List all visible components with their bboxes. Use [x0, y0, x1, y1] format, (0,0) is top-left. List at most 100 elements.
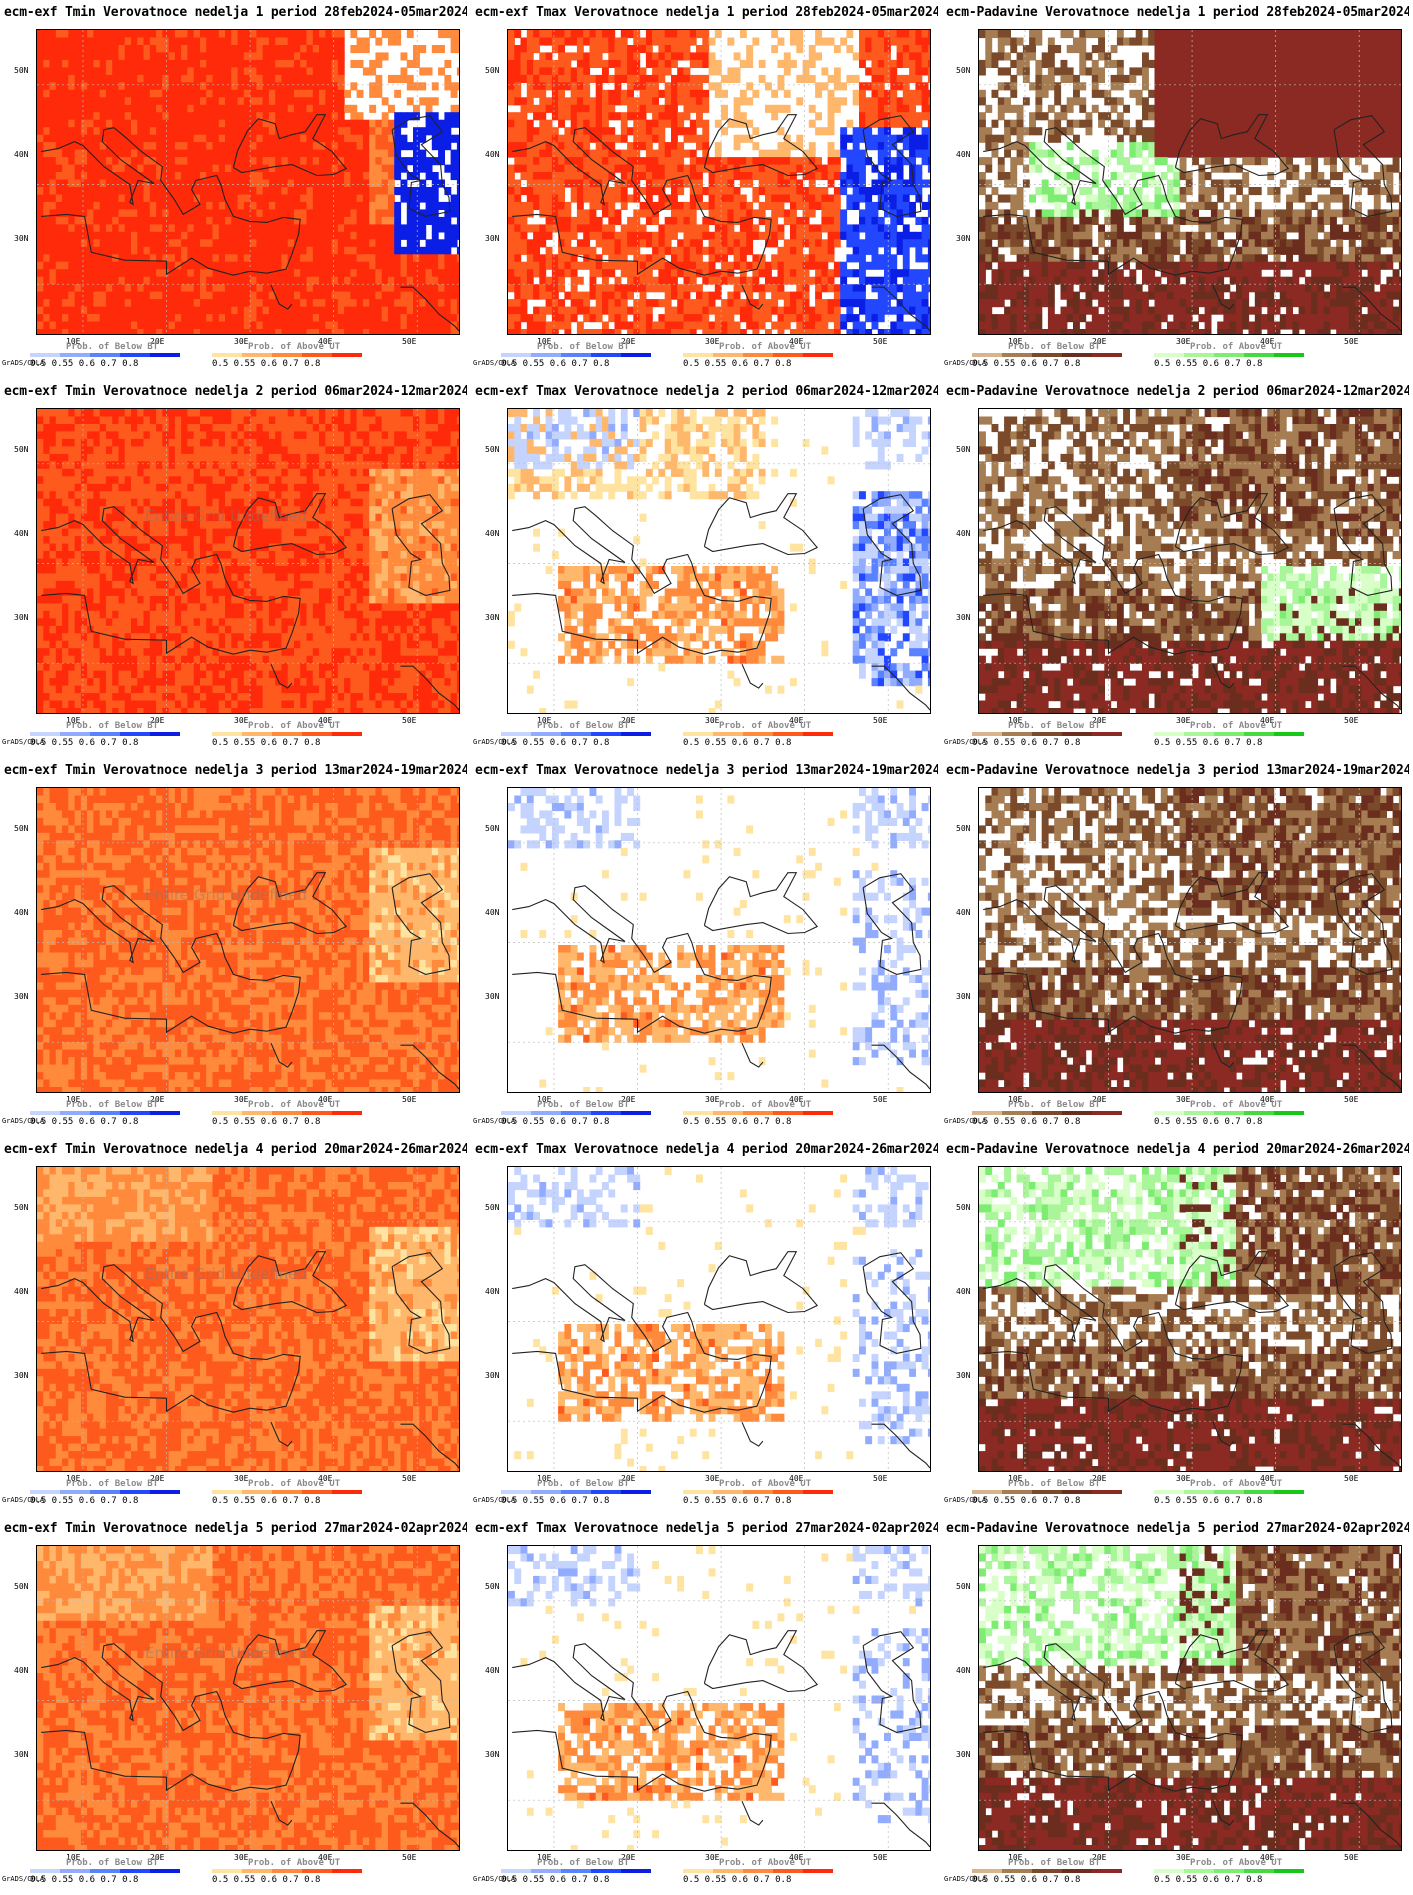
probability-cell [394, 187, 402, 196]
probability-cell [331, 291, 339, 300]
probability-cell [105, 321, 113, 330]
probability-cell [406, 246, 414, 255]
probability-cell [840, 291, 848, 300]
probability-cell [520, 45, 528, 54]
probability-cell [444, 119, 452, 128]
probability-cell [218, 82, 226, 91]
probability-cell [576, 172, 584, 181]
probability-cell [181, 74, 188, 83]
probability-cell [783, 67, 791, 76]
probability-cell [375, 194, 383, 203]
probability-cell [388, 291, 395, 300]
probability-cell [193, 97, 201, 106]
probability-cell [808, 104, 816, 113]
probability-cell [49, 97, 57, 106]
probability-cell [105, 187, 113, 196]
probability-cell [765, 269, 772, 278]
probability-cell [356, 284, 364, 293]
probability-cell [652, 284, 659, 293]
probability-cell [827, 269, 835, 278]
probability-cell [608, 209, 616, 218]
probability-cell [287, 59, 295, 68]
probability-cell [608, 314, 616, 323]
probability-cell [1135, 37, 1143, 46]
probability-cell [256, 164, 264, 173]
probability-cell [218, 172, 226, 181]
probability-cell [752, 164, 760, 173]
probability-cell [702, 231, 710, 240]
probability-cell [131, 201, 138, 210]
probability-cell [450, 164, 458, 173]
probability-cell [746, 52, 754, 61]
probability-cell [287, 82, 295, 91]
probability-cell [927, 194, 930, 203]
probability-cell [281, 97, 289, 106]
probability-cell [55, 164, 63, 173]
probability-cell [118, 89, 126, 98]
probability-cell [545, 276, 553, 285]
probability-cell [859, 134, 866, 143]
probability-cell [450, 314, 458, 323]
probability-cell [859, 224, 866, 233]
probability-cell [143, 97, 151, 106]
probability-cell [49, 74, 57, 83]
probability-cell [808, 276, 816, 285]
probability-cell [287, 149, 295, 158]
probability-cell [859, 306, 866, 315]
probability-cell [325, 321, 333, 330]
probability-cell [68, 119, 76, 128]
probability-cell [890, 209, 898, 218]
probability-cell [49, 224, 57, 233]
coastline [41, 127, 301, 276]
probability-cell [689, 201, 697, 210]
probability-cell [268, 239, 276, 248]
probability-cell [456, 216, 459, 225]
probability-cell [896, 52, 904, 61]
probability-cell [771, 254, 779, 263]
probability-cell [55, 209, 63, 218]
probability-cell [381, 329, 389, 334]
probability-cell [105, 59, 113, 68]
probability-cell [181, 254, 188, 263]
probability-cell [1167, 30, 1174, 39]
probability-cell [727, 37, 735, 46]
probability-cell [287, 30, 295, 39]
probability-cell [212, 269, 220, 278]
probability-cell [225, 216, 232, 225]
probability-cell [1229, 45, 1237, 54]
probability-cell [564, 172, 572, 181]
probability-cell [846, 239, 854, 248]
probability-cell [131, 119, 138, 128]
probability-cell [570, 224, 578, 233]
probability-cell [49, 314, 57, 323]
probability-cell [915, 269, 923, 278]
probability-cell [683, 314, 691, 323]
probability-cell [99, 254, 107, 263]
probability-cell [80, 276, 88, 285]
probability-cell [319, 164, 326, 173]
probability-cell [450, 261, 458, 270]
probability-cell [683, 231, 691, 240]
probability-cell [871, 45, 879, 54]
probability-cell [545, 149, 553, 158]
probability-cell [877, 104, 885, 113]
probability-cell [200, 45, 207, 54]
probability-cell [400, 261, 408, 270]
probability-cell [783, 134, 791, 143]
probability-cell [545, 172, 553, 181]
probability-cell [225, 254, 232, 263]
probability-cell [124, 112, 132, 121]
probability-cell [143, 194, 151, 203]
probability-cell [174, 187, 182, 196]
probability-cell [683, 112, 691, 121]
probability-cell [237, 254, 245, 263]
probability-cell [526, 269, 534, 278]
probability-cell [262, 104, 270, 113]
probability-cell [714, 209, 722, 218]
probability-cell [608, 284, 616, 293]
probability-cell [99, 321, 107, 330]
probability-cell [118, 231, 126, 240]
probability-cell [576, 37, 584, 46]
probability-cell [268, 104, 276, 113]
probability-cell [325, 261, 333, 270]
